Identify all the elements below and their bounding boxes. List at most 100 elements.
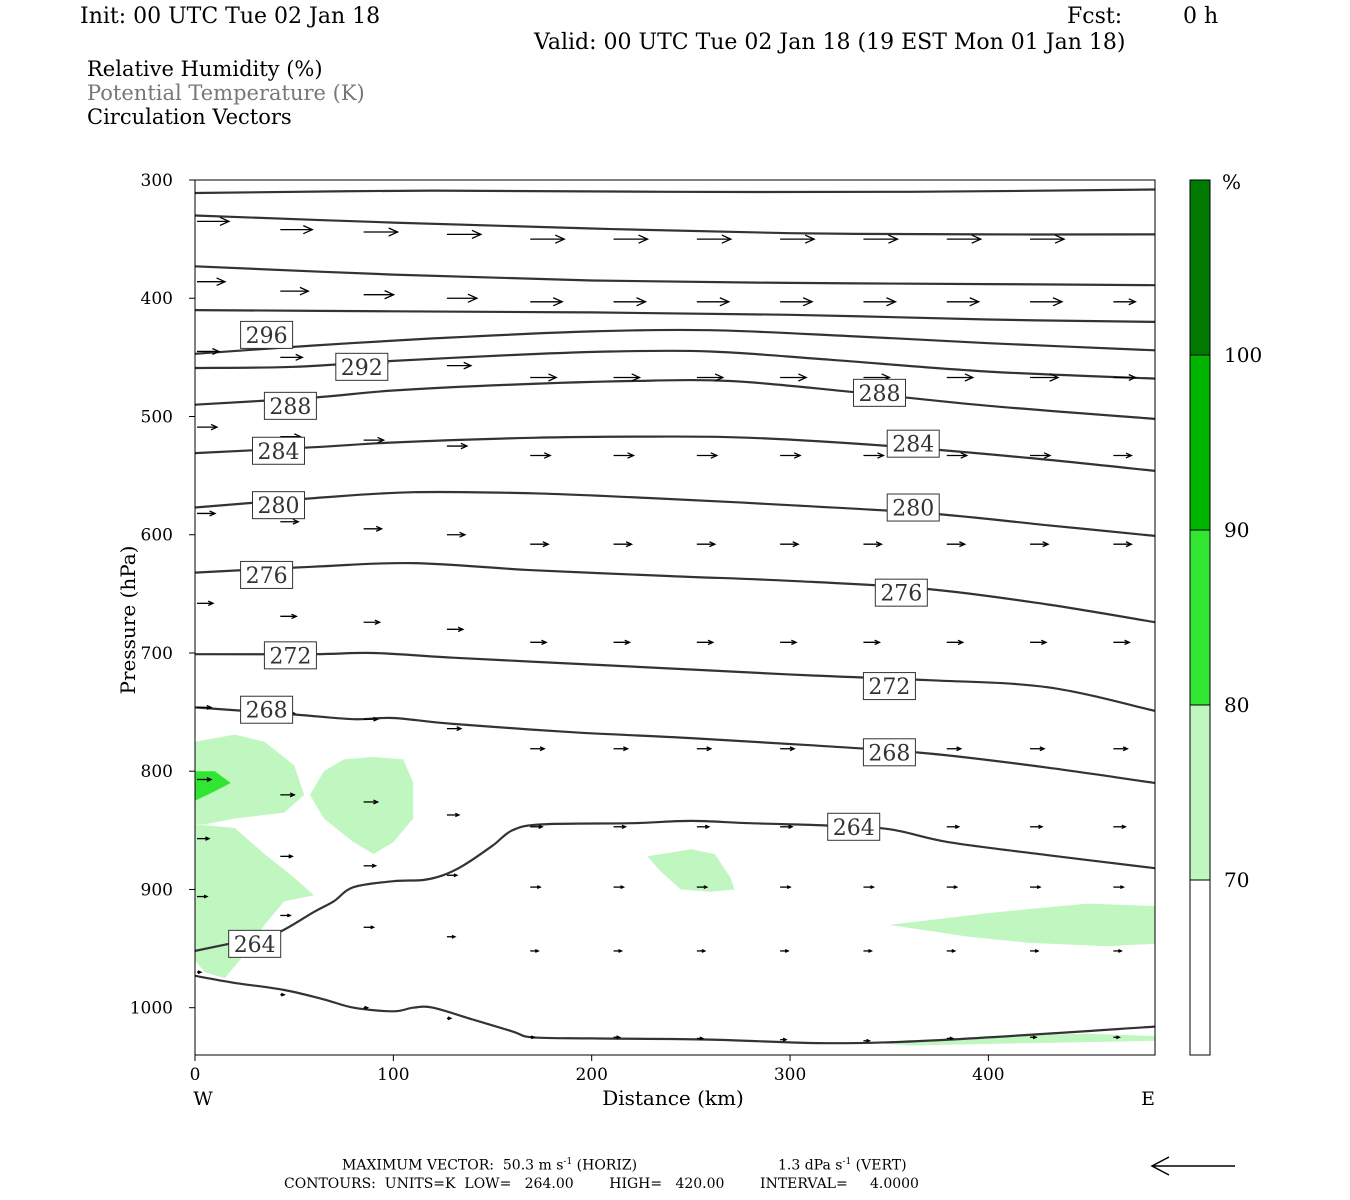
wind-vector: [446, 726, 463, 732]
theta-label-box-13: [862, 672, 916, 701]
x-tick-label: 0: [190, 1065, 201, 1085]
wind-vector: [1113, 373, 1137, 382]
colorbar-label: 80: [1224, 693, 1249, 717]
wind-vector: [613, 541, 634, 548]
colorbar-segment: [1190, 355, 1210, 530]
wind-vector: [696, 373, 725, 382]
colorbar-label: 90: [1224, 518, 1249, 542]
theta-labels: 296 292 288 284 280 276 272 268 264 288 284 280 276 2…: [228, 320, 940, 958]
max-vector-exponent: -1: [563, 1157, 573, 1167]
legend-potential-temperature: Potential Temperature (K): [87, 81, 365, 105]
wind-vector: [446, 1016, 453, 1021]
wind-vector: [863, 452, 886, 459]
y-tick-label: 400: [141, 289, 173, 309]
rh-region-3: [647, 849, 735, 892]
rh-region-0: [195, 734, 305, 825]
theta-label-288: 288: [858, 382, 900, 407]
wind-vector: [780, 885, 792, 890]
wind-vector: [1030, 297, 1064, 307]
wind-vector: [1030, 639, 1048, 646]
wind-vector: [363, 227, 400, 237]
wind-vector: [363, 716, 380, 722]
wind-vector: [863, 541, 884, 548]
y-tick-label: 500: [141, 407, 173, 427]
wind-vector: [446, 812, 461, 818]
theta-contour-280: [195, 490, 1155, 537]
wind-vector: [197, 347, 221, 356]
wind-vector: [530, 639, 548, 646]
init-time: Init: 00 UTC Tue 02 Jan 18: [80, 4, 381, 29]
theta-contour-0: [195, 188, 1155, 195]
wind-vector: [363, 525, 384, 532]
wind-vector: [613, 234, 650, 244]
wind-vector: [1113, 824, 1127, 830]
rh-region-1: [195, 824, 314, 979]
wind-vector: [696, 541, 717, 548]
wind-vector: [696, 824, 711, 830]
theta-label-284: 284: [258, 440, 300, 465]
wind-vector: [446, 934, 457, 939]
wind-vector: [696, 234, 733, 244]
reference-vector-arrow-icon: [1150, 1156, 1235, 1176]
rh-region-6: [195, 771, 231, 801]
forecast-hour: 0 h: [1183, 4, 1219, 29]
wind-vector: [280, 992, 286, 997]
colorbar-frame: [1189, 179, 1211, 1056]
horiz-text: (HORIZ): [572, 1157, 638, 1174]
wind-vector: [363, 436, 386, 444]
theta-label-box-9: [852, 378, 906, 407]
wind-vector: [1030, 541, 1050, 548]
wind-vector: [863, 885, 876, 890]
east-label: E: [1141, 1088, 1155, 1110]
colorbar-segment: [1190, 705, 1210, 880]
theta-contour-3: [195, 309, 1155, 323]
wind-vector: [1113, 541, 1133, 548]
wind-vector: [613, 1035, 622, 1040]
wind-vector: [530, 1035, 536, 1040]
wind-vector: [530, 746, 546, 752]
theta-label-box-10: [886, 429, 940, 458]
theta-label-284: 284: [892, 433, 934, 458]
wind-vector: [530, 297, 564, 307]
wind-vector: [946, 639, 965, 646]
vert-text: (VERT): [851, 1157, 907, 1174]
wind-vector: [197, 423, 219, 431]
wind-vector: [1030, 949, 1040, 953]
wind-vector: [696, 949, 707, 953]
wind-vector: [530, 949, 540, 953]
footer-vertical-vector: 1.3 dPa s-1 (VERT): [778, 1157, 907, 1174]
wind-vector: [780, 541, 800, 548]
wind-vector: [446, 229, 483, 240]
wind-vector: [446, 361, 473, 370]
wind-vector: [1113, 949, 1123, 953]
wind-vector: [696, 1036, 705, 1041]
wind-vector: [613, 824, 628, 830]
wind-vector: [780, 234, 816, 244]
colorbar-label: 70: [1224, 868, 1249, 892]
wind-vector: [696, 885, 709, 890]
theta-label-296: 296: [246, 324, 288, 349]
theta-label-box-14: [862, 738, 916, 767]
y-tick-label: 700: [141, 644, 173, 664]
colorbar-segment: [1190, 530, 1210, 705]
wind-vector: [446, 626, 465, 633]
wind-vector: [696, 746, 713, 752]
wind-vector: [780, 452, 802, 459]
wind-vector: [946, 1036, 955, 1041]
theta-label-264: 264: [833, 816, 875, 841]
x-axis-label: Distance (km): [602, 1086, 744, 1110]
wind-vector: [1030, 1035, 1038, 1040]
wind-vector: [446, 293, 479, 303]
wind-vector: [280, 225, 314, 235]
wind-vector: [613, 452, 636, 459]
theta-label-box-0: [240, 320, 294, 349]
vert-exponent: -1: [842, 1157, 852, 1167]
wind-vector: [780, 949, 790, 953]
colorbar-label: 100: [1224, 343, 1262, 367]
theta-label-264: 264: [234, 933, 276, 958]
wind-vector: [197, 836, 211, 841]
wind-vector: [1113, 746, 1129, 752]
theta-label-268: 268: [868, 741, 910, 766]
circulation-vectors: [197, 216, 1137, 1043]
